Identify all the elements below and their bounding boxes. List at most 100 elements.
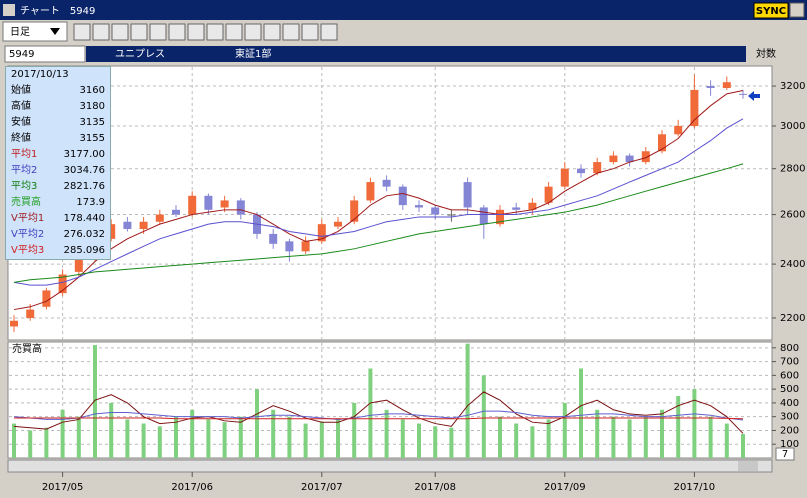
sync-button[interactable]: [753, 2, 789, 19]
volume-bar: [708, 416, 713, 458]
info-label: 平均1: [11, 149, 38, 160]
moving-average: [13, 391, 744, 434]
market: 東証1部: [235, 47, 271, 60]
scrollbar[interactable]: [7, 459, 773, 473]
volume-bar: [12, 423, 16, 458]
volume-bar: [660, 409, 664, 458]
period-select[interactable]: [2, 21, 68, 42]
volume-title: 売買高: [12, 342, 42, 355]
info-value: 276.032: [63, 229, 105, 240]
candle-body: [739, 93, 747, 95]
volume-bar: [579, 368, 583, 458]
scale-mode[interactable]: 対数: [756, 47, 776, 60]
stock-name: ユニプレス: [115, 48, 165, 60]
volume-bar: [174, 416, 178, 458]
candle-body: [107, 224, 116, 239]
last-price-arrow: [748, 91, 760, 101]
moving-average: [13, 90, 744, 311]
title-bar: [0, 0, 807, 20]
volume-bar: [546, 419, 551, 458]
candle-body: [577, 168, 585, 174]
volume-bar: [255, 389, 259, 458]
info-row: 平均2 3034.76: [6, 163, 110, 179]
volume-bar: [190, 409, 195, 458]
candle-body: [139, 221, 148, 230]
y-tick-label: 2400: [780, 259, 805, 270]
sync-label: SYNC: [756, 6, 786, 17]
volume-bar: [643, 416, 648, 458]
volume-bar: [271, 409, 276, 458]
info-value: 3180: [79, 101, 105, 112]
candle-body: [317, 224, 326, 242]
toolbar-icons: [73, 23, 338, 41]
x-tick-label: 2017/09: [544, 482, 586, 493]
volume-bar: [109, 402, 114, 458]
volume-bar: [498, 416, 502, 458]
candle-body: [431, 207, 440, 215]
pager-box[interactable]: [775, 447, 795, 461]
volume-bar: [417, 423, 421, 458]
header-band: [86, 46, 746, 62]
volume-bar: [60, 409, 65, 458]
close-button[interactable]: [789, 2, 805, 18]
volume-bar: [125, 419, 130, 458]
info-label: 安値: [11, 117, 31, 128]
info-label: 終値: [11, 133, 31, 144]
volume-bar: [465, 343, 470, 458]
info-row: 安値 3135: [6, 115, 110, 131]
app-icon: [3, 4, 15, 16]
volume-bar: [627, 419, 632, 458]
volume-bar: [692, 389, 697, 458]
info-value: 2821.76: [63, 181, 105, 192]
volume-bar: [562, 402, 567, 458]
candle-body: [722, 82, 731, 88]
candle-body: [641, 151, 650, 163]
scroll-thumb[interactable]: [738, 461, 758, 471]
info-row: 終値 3155: [6, 131, 110, 147]
candle-body: [382, 179, 391, 187]
candle-body: [544, 186, 553, 203]
x-tick-label: 2017/10: [674, 482, 716, 493]
code-input[interactable]: [4, 45, 86, 63]
volume-bar: [352, 402, 357, 458]
info-label: V平均1: [11, 213, 45, 224]
candle-body: [609, 155, 618, 163]
candle-body: [236, 200, 245, 215]
info-value: 3160: [79, 85, 105, 96]
candle-body: [366, 182, 375, 201]
info-value: 3034.76: [63, 165, 105, 176]
candle-body: [334, 221, 342, 227]
candle-body: [42, 290, 51, 307]
y-tick-label: 300: [780, 412, 799, 423]
candle-body: [706, 86, 715, 88]
y-tick-label: 500: [780, 384, 799, 395]
candle-body: [123, 221, 132, 230]
y-tick-label: 2200: [780, 313, 805, 324]
moving-average: [13, 410, 744, 421]
candle-body: [26, 309, 35, 318]
volume-bar: [481, 375, 486, 458]
volume-bar: [93, 345, 97, 458]
candle-body: [512, 207, 521, 210]
y-tick-label: 600: [780, 370, 799, 381]
volume-bar: [530, 426, 535, 458]
info-value: 3155: [79, 133, 105, 144]
candle-body: [463, 182, 472, 208]
candle-body: [528, 202, 537, 210]
volume-bar: [449, 427, 454, 458]
x-tick-label: 2017/05: [42, 482, 84, 493]
candle-body: [415, 205, 423, 208]
info-value: 178.440: [63, 213, 105, 224]
info-row: 売買高 173.9: [6, 195, 110, 211]
y-tick-label: 200: [780, 425, 799, 436]
volume-bar: [319, 422, 324, 458]
y-tick-label: 2800: [780, 164, 805, 175]
volume-bar: [611, 416, 616, 458]
candle-body: [658, 134, 666, 152]
candle-body: [188, 195, 197, 215]
x-tick-label: 2017/06: [171, 482, 213, 493]
candle-body: [398, 186, 407, 206]
volume-bar: [384, 409, 389, 458]
info-value: 173.9: [76, 197, 105, 208]
